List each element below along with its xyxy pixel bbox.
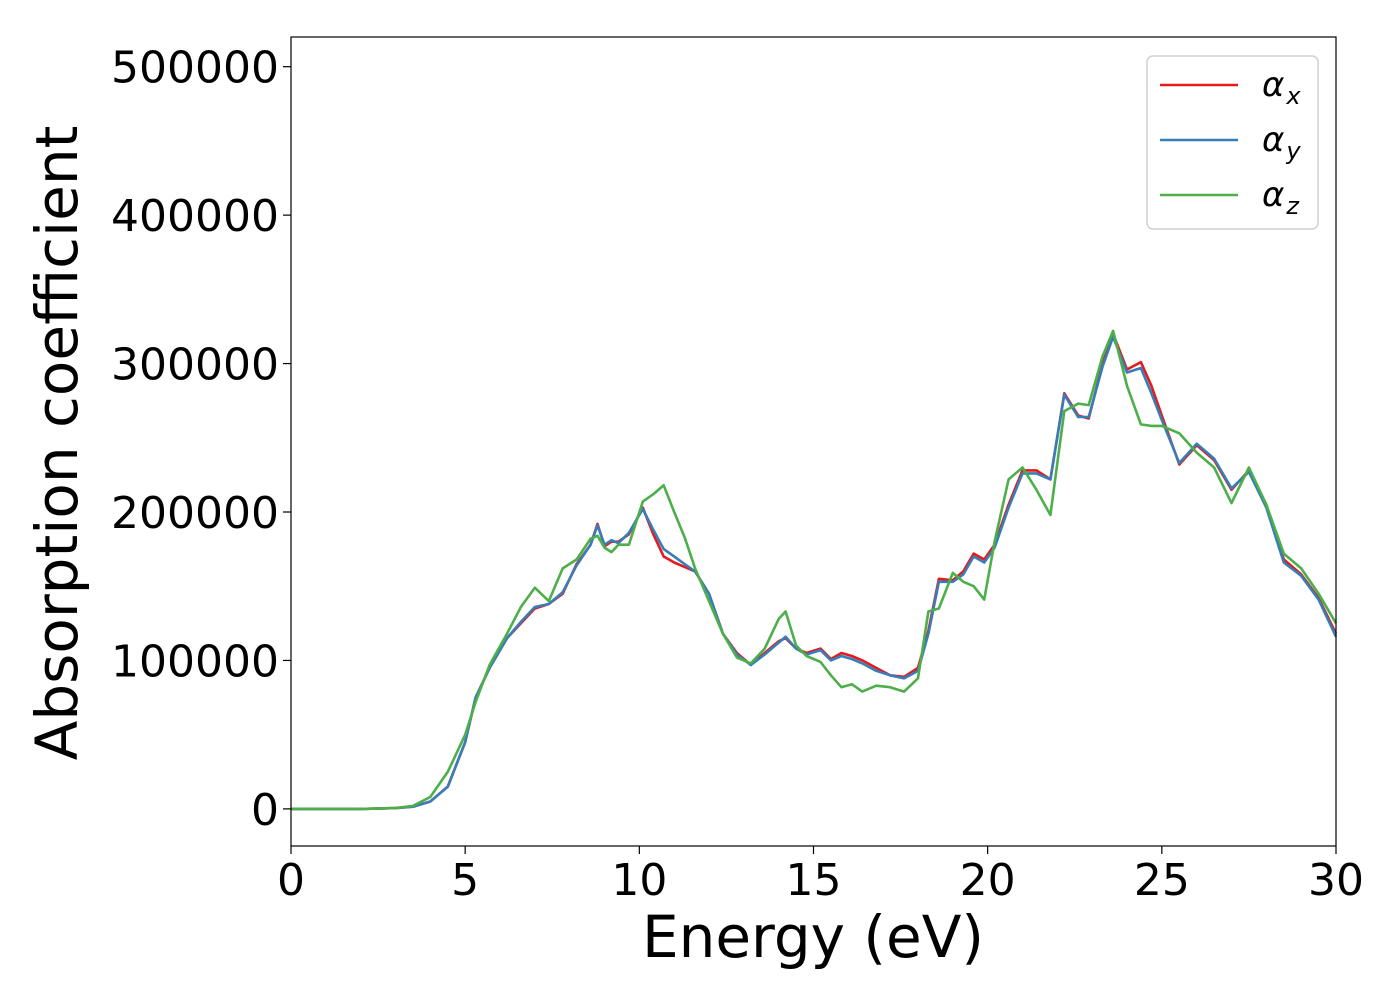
x-tick-label: 30 [1308, 855, 1364, 906]
legend-label-z: αz [1262, 175, 1300, 220]
x-axis-ticks: 0 5 10 15 20 25 30 [277, 846, 1364, 906]
y-tick-label: 0 [251, 785, 279, 836]
y-axis-ticks: 0 100000 200000 300000 400000 500000 [111, 43, 291, 836]
series-line-x [291, 332, 1338, 811]
x-tick-label: 15 [786, 855, 842, 906]
y-tick-label: 100000 [111, 636, 279, 687]
series-line-y [291, 335, 1338, 811]
x-tick-label: 10 [611, 855, 667, 906]
x-axis-title: Energy (eV) [642, 903, 984, 971]
x-tick-label: 5 [451, 855, 479, 906]
y-tick-label: 400000 [111, 191, 279, 242]
x-tick-label: 25 [1134, 855, 1190, 906]
legend-box [1146, 55, 1319, 230]
y-tick-label: 500000 [111, 43, 279, 94]
x-tick-label: 0 [277, 855, 305, 906]
x-tick-label: 20 [960, 855, 1016, 906]
y-tick-label: 300000 [111, 340, 279, 391]
series-line-z [291, 329, 1338, 811]
y-axis-title: Absorption coefficient [23, 126, 91, 761]
plot-lines [291, 329, 1338, 811]
y-tick-label: 200000 [111, 488, 279, 539]
